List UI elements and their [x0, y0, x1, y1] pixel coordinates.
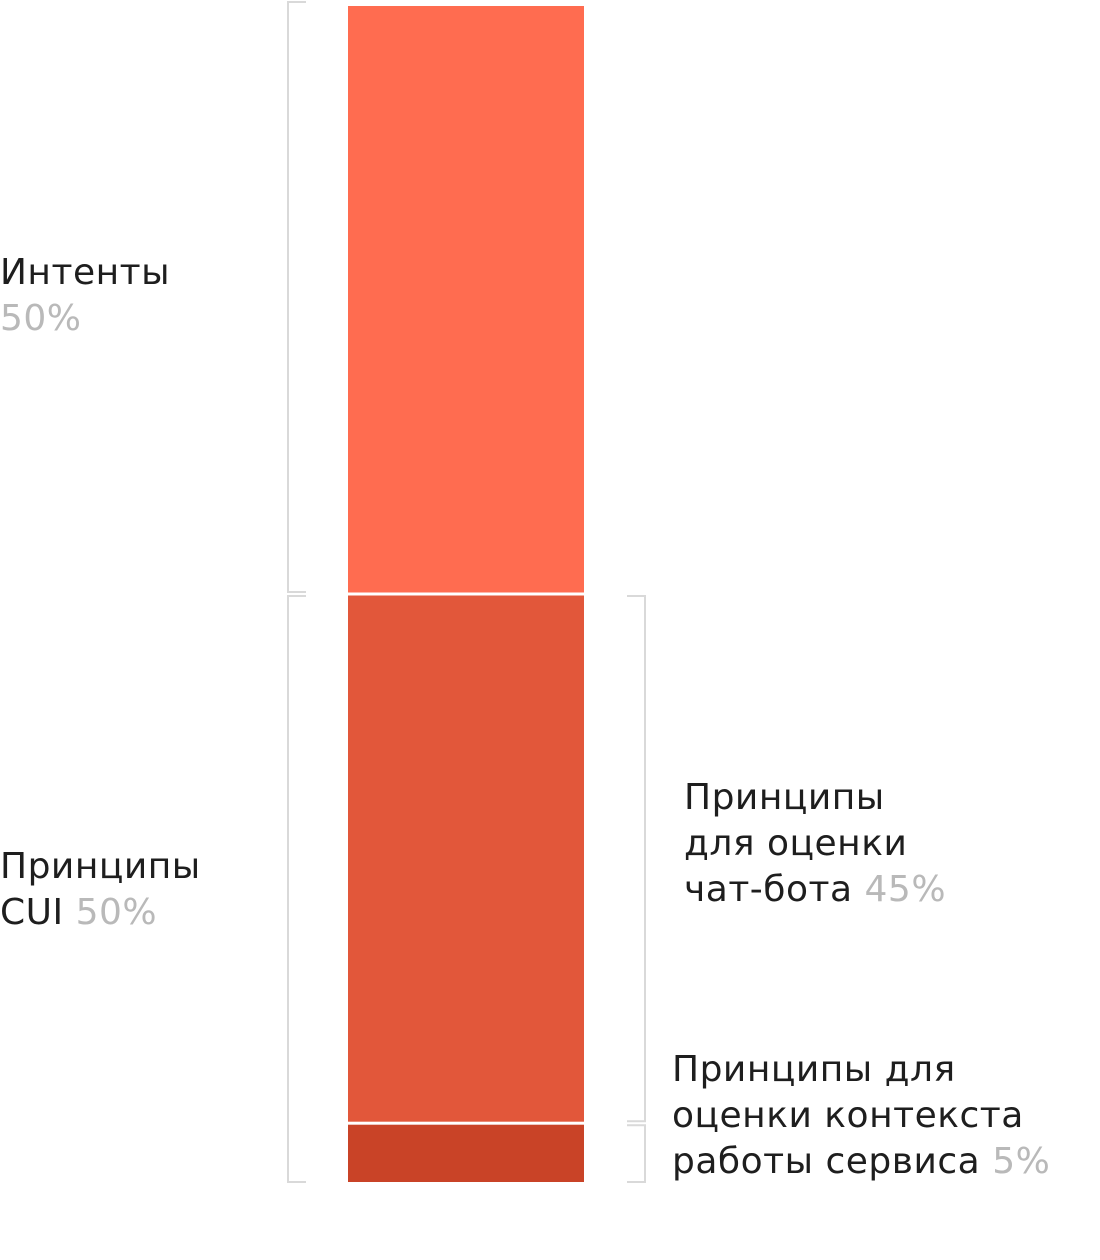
label-chatbot-line3: чат-бота	[684, 869, 853, 910]
group-bracket-1	[287, 1, 306, 593]
bar-segment-3	[348, 1124, 584, 1182]
label-context-principles: Принципы для оценки контекста работы сер…	[672, 1047, 1050, 1185]
segment-bracket-3	[627, 1124, 646, 1183]
label-chatbot-percent: 45%	[864, 869, 947, 910]
group-bracket-2	[287, 595, 306, 1183]
label-cui-line2-row: CUI 50%	[0, 890, 201, 936]
label-chatbot-principles: Принципы для оценки чат-бота 45%	[684, 775, 946, 913]
segment-bracket-2	[627, 595, 646, 1123]
label-intents-name: Интенты	[0, 252, 171, 293]
label-cui-line2: CUI	[0, 892, 64, 933]
label-context-line3-row: работы сервиса 5%	[672, 1139, 1050, 1185]
label-intents: Интенты 50%	[0, 250, 170, 342]
label-context-line3: работы сервиса	[672, 1141, 981, 1182]
bar-segment-1	[348, 6, 584, 593]
label-chatbot-line3-row: чат-бота 45%	[684, 867, 946, 913]
label-context-percent: 5%	[992, 1141, 1051, 1182]
label-cui-principles: Принципы CUI 50%	[0, 844, 201, 936]
label-context-line1: Принципы для	[672, 1049, 956, 1090]
label-intents-percent: 50%	[0, 298, 82, 339]
label-cui-percent: 50%	[75, 892, 158, 933]
label-chatbot-line2: для оценки	[684, 823, 908, 864]
bar-segment-2	[348, 595, 584, 1122]
label-chatbot-line1: Принципы	[684, 777, 885, 818]
label-cui-line1: Принципы	[0, 846, 201, 887]
label-context-line2: оценки контекста	[672, 1095, 1024, 1136]
